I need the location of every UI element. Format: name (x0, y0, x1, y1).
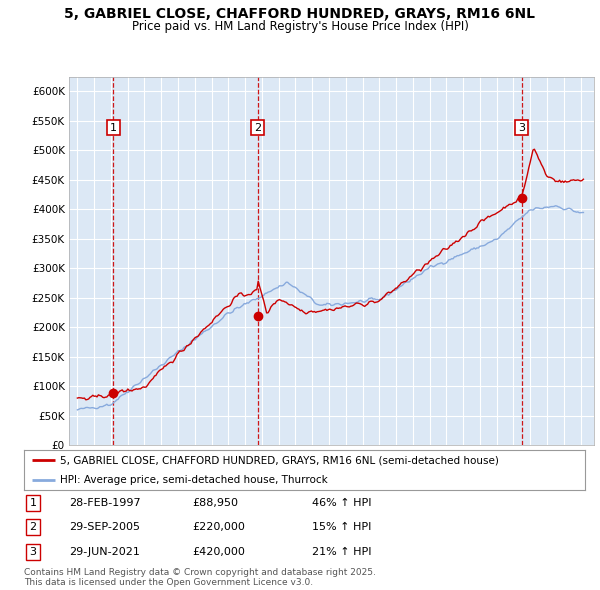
Text: Contains HM Land Registry data © Crown copyright and database right 2025.
This d: Contains HM Land Registry data © Crown c… (24, 568, 376, 587)
Text: HPI: Average price, semi-detached house, Thurrock: HPI: Average price, semi-detached house,… (61, 475, 328, 484)
Text: Price paid vs. HM Land Registry's House Price Index (HPI): Price paid vs. HM Land Registry's House … (131, 20, 469, 33)
Text: 1: 1 (29, 498, 37, 507)
Text: 3: 3 (29, 547, 37, 556)
Text: 28-FEB-1997: 28-FEB-1997 (69, 498, 140, 507)
Text: £220,000: £220,000 (192, 522, 245, 532)
Text: 21% ↑ HPI: 21% ↑ HPI (312, 547, 371, 556)
Text: 29-SEP-2005: 29-SEP-2005 (69, 522, 140, 532)
Text: 1: 1 (110, 123, 117, 133)
Text: 2: 2 (254, 123, 261, 133)
Text: £420,000: £420,000 (192, 547, 245, 556)
Text: 5, GABRIEL CLOSE, CHAFFORD HUNDRED, GRAYS, RM16 6NL: 5, GABRIEL CLOSE, CHAFFORD HUNDRED, GRAY… (65, 7, 536, 21)
Text: £88,950: £88,950 (192, 498, 238, 507)
Text: 29-JUN-2021: 29-JUN-2021 (69, 547, 140, 556)
Text: 46% ↑ HPI: 46% ↑ HPI (312, 498, 371, 507)
Text: 15% ↑ HPI: 15% ↑ HPI (312, 522, 371, 532)
Text: 2: 2 (29, 522, 37, 532)
Text: 3: 3 (518, 123, 525, 133)
Text: 5, GABRIEL CLOSE, CHAFFORD HUNDRED, GRAYS, RM16 6NL (semi-detached house): 5, GABRIEL CLOSE, CHAFFORD HUNDRED, GRAY… (61, 455, 499, 466)
